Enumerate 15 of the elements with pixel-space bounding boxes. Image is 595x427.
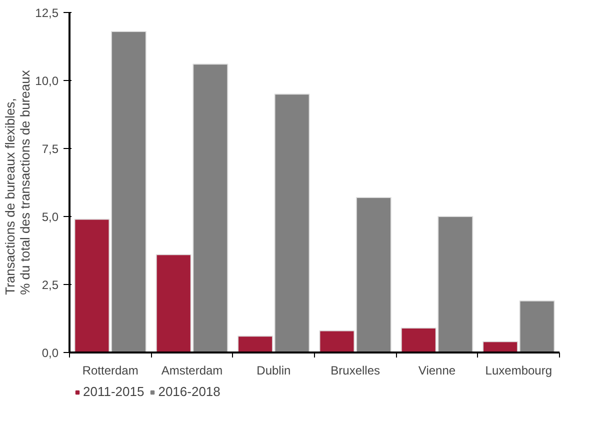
legend-label: 2016-2018 [158,384,220,399]
y-tick-label: 5,0 [42,210,59,224]
y-tick-label: 7,5 [42,142,59,156]
x-tick-label: Dublin [256,364,291,378]
x-tick-label: Amsterdam [161,364,223,378]
x-tick-label: Bruxelles [330,364,380,378]
x-tick-label: Vienne [418,364,456,378]
y-tick-label: 2,5 [42,278,59,292]
legend-label: 2011-2015 [83,384,144,399]
y-tick-label: 12,5 [35,6,59,20]
y-axis-title: Transactions de bureaux flexibles, % du total des transactions de bureaux [2,70,32,295]
x-tick-label: Luxembourg [485,364,552,378]
y-tick-label: 0,0 [42,346,59,360]
y-tick-label: 10,0 [35,74,59,88]
x-tick-label: Rotterdam [82,364,138,378]
